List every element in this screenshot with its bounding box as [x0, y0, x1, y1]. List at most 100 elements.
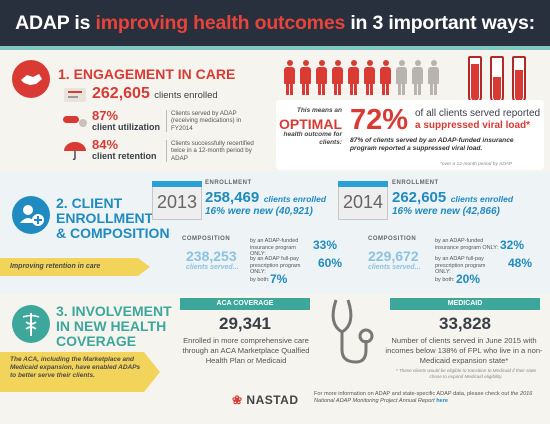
calendar-2013-icon: 2013	[152, 181, 202, 220]
ins-pct-2014: 32%	[500, 238, 525, 252]
outcome-word: OPTIMAL	[279, 116, 342, 132]
aca-value: 29,341	[219, 314, 271, 333]
enrolled-stat: 262,605 clients enrolled	[92, 85, 218, 103]
retention-note: Clients successfully recertified twice i…	[166, 140, 256, 163]
aca-text: Enrolled in more comprehensive care thro…	[182, 336, 310, 365]
test-tube-icon	[468, 56, 482, 104]
section1-title: 1. ENGAGEMENT IN CARE	[58, 66, 236, 82]
section3-title: 3. INVOLVEMENT IN NEW HEALTH COVERAGE	[56, 304, 172, 349]
section3-title-l2: IN NEW HEALTH	[56, 318, 167, 334]
person-icon-filled	[348, 60, 359, 96]
both-pct-2013: 7%	[270, 272, 288, 286]
both-label-2013: by both:	[250, 277, 270, 283]
test-tube-icon	[490, 56, 504, 104]
caduceus-icon	[12, 305, 50, 343]
new-2014: 16% were new (42,866)	[392, 206, 500, 217]
title-prefix: ADAP is	[15, 12, 96, 34]
outcome-footnote: *over a 12-month period by ADAP	[440, 162, 513, 167]
enrolled-label-2013: clients enrolled	[263, 194, 327, 204]
tube-fill	[493, 76, 501, 101]
brand-name: NASTAD	[246, 393, 299, 407]
title-suffix: in 3 important ways:	[345, 12, 535, 34]
both-pct-2014: 20%	[456, 272, 481, 286]
section3-title-l1: 3. INVOLVEMENT	[56, 303, 172, 319]
ins-label-2013: by an ADAP-funded insurance program ONLY…	[250, 238, 299, 257]
stethoscope-icon	[322, 296, 380, 368]
utilization-note: Clients served by ADAP (receiving medica…	[166, 110, 256, 133]
calendar-2014-icon: 2014	[338, 181, 388, 220]
test-tubes-icon	[468, 56, 538, 108]
section3-title-l3: COVERAGE	[56, 333, 137, 349]
medicaid-value: 33,828	[439, 314, 491, 333]
utilization-pct: 87%	[92, 108, 119, 123]
suppressed-text-a: of all clients served reported	[415, 108, 541, 119]
served-label-2013: clients served...	[186, 264, 239, 271]
ins-label-2014: by an ADAP-funded insurance program ONLY…	[435, 238, 499, 251]
full-pct-2014: 48%	[508, 256, 533, 270]
title-highlight: improving health outcomes	[95, 12, 346, 34]
tube-fill	[471, 63, 479, 101]
page-title: ADAP is improving health outcomes in 3 i…	[0, 0, 550, 50]
full-label-2013: by an ADAP full-pay prescription program…	[250, 256, 301, 275]
enrolled-value: 262,605	[92, 85, 150, 102]
served-2014: 229,672	[368, 248, 419, 264]
footer-text-b: the 2016 National ADAP Monitoring Projec…	[314, 391, 533, 405]
document-icon	[64, 88, 86, 102]
person-icon-filled	[284, 60, 295, 96]
medicaid-label: MEDICAID	[390, 298, 540, 310]
ins-pct-2013: 33%	[313, 238, 338, 252]
utilization-label: client utilization	[92, 122, 161, 132]
comp-label-2013: COMPOSITION	[182, 236, 231, 242]
section2-title-l3: & COMPOSITION	[56, 225, 170, 241]
served-label-2014: clients served...	[368, 264, 421, 271]
enrolled-2013: 258,469 clients enrolled	[205, 189, 326, 207]
section2-title-l2: ENROLLMENT	[56, 210, 154, 226]
outcome-lead-text: This means an	[296, 107, 342, 114]
suppressed-sub: 87% of clients served by an ADAP-funded …	[350, 137, 514, 152]
footer-text: For more information on ADAP and state-s…	[314, 391, 544, 405]
outcome-tail: health outcome for clients:	[283, 131, 342, 146]
enrolled-value-2014: 262,605	[392, 189, 447, 206]
nastad-logo: ❀ NASTAD	[232, 393, 299, 407]
person-icon-filled	[316, 60, 327, 96]
full-pct-2013: 60%	[318, 256, 343, 270]
enrolled-2014: 262,605 clients enrolled	[392, 189, 513, 207]
enrolled-label: clients enrolled	[154, 90, 218, 101]
person-icon-empty	[428, 60, 439, 96]
tube-fill	[515, 70, 523, 101]
people-chart	[284, 60, 454, 100]
ribbon-icon: ❀	[232, 393, 243, 407]
report-link[interactable]: here	[436, 398, 449, 405]
both-label-2014: by both:	[435, 277, 455, 283]
retention-pct: 84%	[92, 137, 119, 152]
enroll-label-2013: ENROLLMENT	[205, 180, 252, 186]
suppressed-text-b: a suppressed viral load*	[415, 120, 531, 131]
add-person-icon	[12, 196, 50, 234]
pills-icon	[62, 113, 88, 127]
person-icon-filled	[364, 60, 375, 96]
retention-arrow-note: Improving retention in care	[0, 258, 150, 276]
title-divider	[0, 46, 550, 50]
full-label-2014: by an ADAP full-pay prescription program…	[435, 256, 486, 275]
section2-title-l1: 2. CLIENT	[56, 195, 123, 211]
footer-text-a: For more information on ADAP and state-s…	[314, 391, 510, 397]
umbrella-icon	[62, 140, 88, 161]
outcome-lead: This means an	[278, 107, 342, 115]
enrolled-value-2013: 258,469	[205, 189, 260, 206]
served-2013: 238,253	[186, 248, 237, 264]
person-icon-empty	[412, 60, 423, 96]
enroll-label-2014: ENROLLMENT	[392, 180, 439, 186]
person-icon-filled	[332, 60, 343, 96]
comp-label-2014: COMPOSITION	[368, 236, 417, 242]
retention-label: client retention	[92, 151, 157, 161]
suppressed-pct: 72%	[350, 104, 409, 136]
person-icon-empty	[396, 60, 407, 96]
section2-title: 2. CLIENT ENROLLMENT & COMPOSITION	[56, 196, 170, 241]
person-icon-filled	[300, 60, 311, 96]
test-tube-icon	[512, 56, 526, 104]
aca-arrow-note: The ACA, including the Marketplace and M…	[0, 352, 160, 392]
person-icon-filled	[380, 60, 391, 96]
aca-label: ACA COVERAGE	[180, 298, 310, 310]
enrolled-label-2014: clients enrolled	[450, 194, 514, 204]
new-2013: 16% were new (40,921)	[205, 206, 313, 217]
